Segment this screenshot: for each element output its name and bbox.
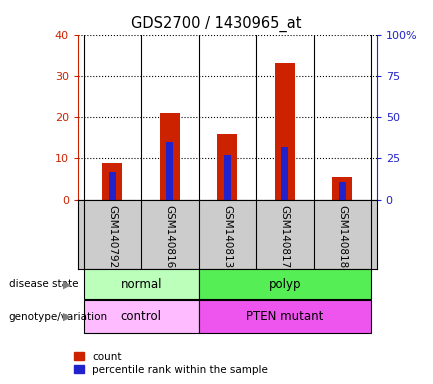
- Text: GSM140792: GSM140792: [107, 205, 117, 268]
- Text: GSM140817: GSM140817: [280, 205, 290, 268]
- Text: PTEN mutant: PTEN mutant: [246, 310, 323, 323]
- Text: GDS2700 / 1430965_at: GDS2700 / 1430965_at: [131, 15, 302, 31]
- Bar: [84, 300, 199, 333]
- Text: GSM140818: GSM140818: [337, 205, 347, 268]
- Bar: [102, 162, 123, 200]
- Bar: [109, 172, 116, 200]
- Text: polyp: polyp: [268, 278, 301, 291]
- Bar: [224, 155, 231, 200]
- Text: disease state: disease state: [9, 279, 78, 289]
- Bar: [199, 270, 371, 299]
- Text: GSM140816: GSM140816: [165, 205, 175, 268]
- Bar: [339, 182, 346, 200]
- Text: ▶: ▶: [63, 312, 71, 322]
- Bar: [332, 177, 352, 200]
- Legend: count, percentile rank within the sample: count, percentile rank within the sample: [74, 352, 268, 375]
- Bar: [160, 113, 180, 200]
- Bar: [217, 134, 237, 200]
- Bar: [281, 147, 288, 200]
- Text: normal: normal: [120, 278, 162, 291]
- Text: ▶: ▶: [63, 279, 71, 289]
- Text: genotype/variation: genotype/variation: [9, 312, 108, 322]
- Bar: [84, 270, 199, 299]
- Text: control: control: [121, 310, 162, 323]
- Bar: [166, 142, 173, 200]
- Bar: [275, 63, 295, 200]
- Text: GSM140813: GSM140813: [222, 205, 233, 268]
- Bar: [199, 300, 371, 333]
